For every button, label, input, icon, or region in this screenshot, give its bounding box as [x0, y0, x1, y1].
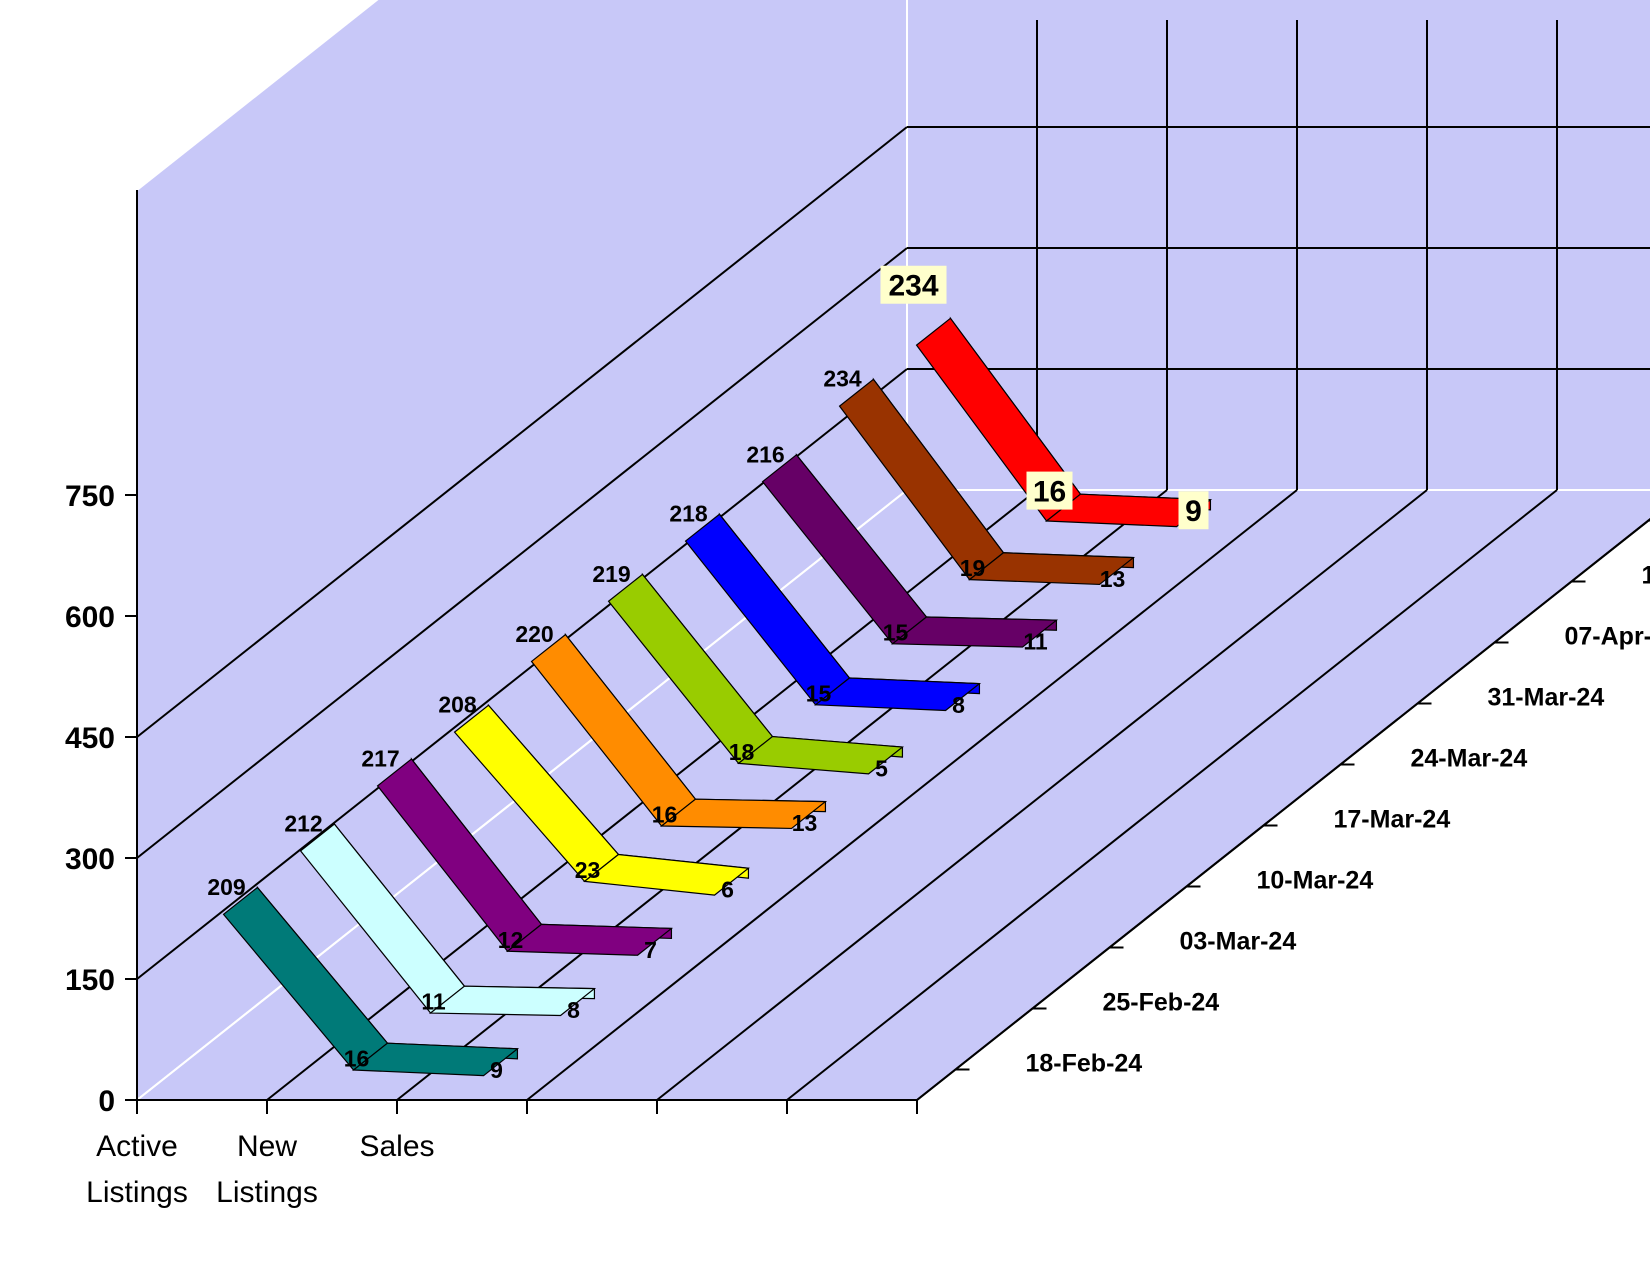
- data-label: 13: [792, 810, 818, 836]
- y-tick-label: 300: [65, 843, 115, 876]
- y-tick-label: 750: [65, 480, 115, 513]
- highlight-data-label: 9: [1179, 491, 1209, 529]
- series-name-label: 07-Apr-24: [1565, 623, 1650, 651]
- data-label: 9: [490, 1057, 503, 1083]
- data-label: 16: [344, 1046, 370, 1072]
- series-name-label: 17-Mar-24: [1334, 806, 1451, 834]
- data-label: 8: [952, 692, 965, 718]
- y-tick-label: 600: [65, 601, 115, 634]
- data-label: 23: [575, 857, 601, 883]
- data-label: 209: [207, 874, 245, 900]
- series-name-label: 31-Mar-24: [1488, 684, 1605, 712]
- data-label: 6: [721, 877, 734, 903]
- y-tick-label: 150: [65, 964, 115, 997]
- data-label: 18: [729, 739, 755, 765]
- x-category-label-part: New: [237, 1130, 297, 1163]
- data-label: 11: [421, 989, 446, 1015]
- data-label: 13: [1100, 566, 1126, 592]
- data-label: 19: [960, 555, 986, 581]
- x-category-label: Active Listings: [86, 1130, 188, 1209]
- data-label: 5: [875, 755, 888, 781]
- x-category-label-part: Listings: [216, 1176, 318, 1209]
- x-category-label-part: Sales: [359, 1130, 434, 1163]
- data-label: 16: [1033, 476, 1066, 509]
- data-label: 12: [498, 927, 524, 953]
- data-label: 9: [1185, 495, 1202, 528]
- highlight-data-label: 234: [881, 266, 947, 304]
- data-label: 8: [567, 997, 580, 1023]
- data-label: 218: [669, 501, 708, 527]
- y-tick-label: 0: [98, 1085, 115, 1118]
- data-label: 220: [515, 621, 553, 647]
- x-category-label-part: Active: [96, 1130, 178, 1163]
- highlight-data-label: 16: [1027, 472, 1073, 510]
- series-name-label: 10-Mar-24: [1257, 867, 1374, 895]
- data-label: 15: [883, 619, 909, 645]
- series-name-label: 03-Mar-24: [1180, 928, 1297, 956]
- data-label: 212: [284, 810, 322, 836]
- data-label: 15: [806, 680, 832, 706]
- y-tick-label: 450: [65, 722, 115, 755]
- x-category-label: New Listings: [216, 1130, 318, 1209]
- data-label: 216: [746, 441, 784, 467]
- series-name-label: 18-Feb-24: [1026, 1050, 1143, 1078]
- data-label: 208: [438, 692, 477, 718]
- data-label: 234: [888, 270, 938, 303]
- series-name-label: 25-Feb-24: [1103, 989, 1220, 1017]
- data-label: 234: [823, 366, 862, 392]
- data-label: 217: [361, 745, 399, 771]
- data-label: 16: [652, 802, 678, 828]
- data-label: 7: [644, 937, 657, 963]
- series-name-label: 14-Apr-24: [1642, 562, 1650, 590]
- data-label: 11: [1023, 629, 1048, 655]
- x-category-label-part: Listings: [86, 1176, 188, 1209]
- series-name-label: 24-Mar-24: [1411, 745, 1528, 773]
- chart-walls: [137, 0, 1650, 1100]
- data-label: 219: [592, 561, 630, 587]
- x-category-label: Sales: [359, 1130, 434, 1163]
